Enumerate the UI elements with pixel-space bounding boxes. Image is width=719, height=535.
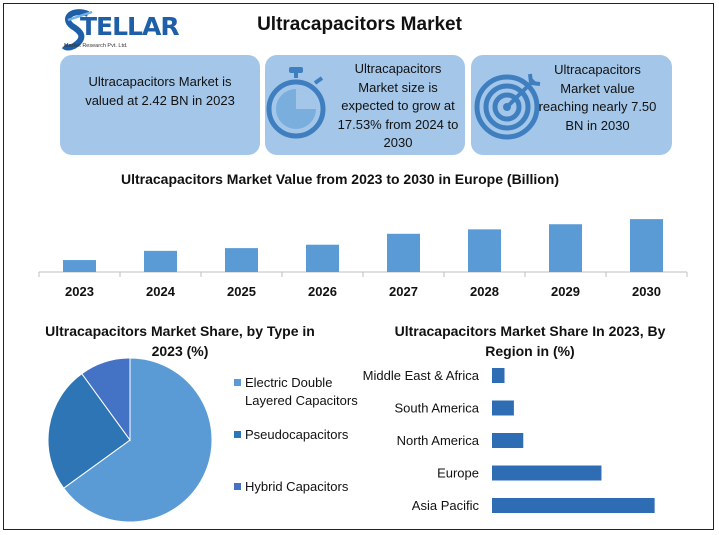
hbar-3	[492, 465, 602, 481]
bar-chart-title: Ultracapacitors Market Value from 2023 t…	[120, 171, 560, 187]
y-tick-label: Middle East & Africa	[363, 368, 480, 383]
bar-2024	[144, 250, 177, 272]
bar-2028	[468, 229, 501, 272]
hbar-1	[492, 400, 514, 416]
hbar-0	[492, 368, 505, 383]
x-tick-label: 2024	[146, 284, 176, 299]
hbar-2	[492, 433, 524, 448]
bar-2029	[549, 224, 582, 272]
region-chart-title: Ultracapacitors Market Share In 2023, By…	[394, 323, 666, 359]
pie-slice-1	[47, 372, 131, 489]
logo-subtext: Market Research Pvt. Ltd.	[64, 43, 128, 49]
legend-swatch	[234, 483, 241, 490]
legend-label: Pseudocapacitors	[245, 427, 349, 442]
y-tick-label: Asia Pacific	[412, 498, 480, 513]
x-tick-label: 2029	[551, 284, 580, 299]
legend-swatch	[234, 431, 241, 438]
stellar-logo: TELLAR Market Research Pvt. Ltd.	[61, 8, 180, 58]
stat-card-valuation: Ultracapacitors Market is valued at 2.42…	[60, 55, 260, 155]
hbar-4	[492, 498, 655, 513]
pie-slice-2	[81, 357, 131, 442]
logo-text: TELLAR	[80, 12, 180, 41]
type-pie-chart	[47, 357, 213, 523]
legend-item-pseudo: Pseudocapacitors	[234, 426, 364, 446]
x-tick-label: 2028	[470, 284, 499, 299]
bar-2023	[63, 260, 96, 272]
y-tick-label: South America	[394, 401, 479, 416]
stopwatch-icon	[266, 67, 326, 139]
stat-card-forecast-text: Ultracapacitors Market value reaching ne…	[538, 62, 657, 133]
legend-item-edlc: Electric Double Layered Capacitors	[234, 374, 364, 414]
x-tick-label: 2027	[389, 284, 418, 299]
x-tick-label: 2025	[227, 284, 256, 299]
stat-card-growth-text: Ultracapacitors Market size is expected …	[337, 61, 459, 150]
stat-card-forecast: Ultracapacitors Market value reaching ne…	[471, 55, 672, 155]
bar-2025	[225, 248, 258, 272]
x-tick-label: 2030	[632, 284, 661, 299]
bar-2026	[306, 244, 339, 272]
page-title: Ultracapacitors Market	[257, 14, 462, 35]
target-icon	[474, 73, 541, 140]
x-tick-label: 2026	[308, 284, 337, 299]
y-tick-label: Europe	[437, 466, 479, 481]
europe-bar-chart: 2023 2024 2025 2026 2027 2028 2029 2030	[38, 219, 688, 299]
pie-slice-0	[62, 357, 213, 523]
legend-swatch	[234, 379, 241, 386]
pie-chart-title: Ultracapacitors Market Share, by Type in…	[45, 323, 315, 359]
y-tick-label: North America	[397, 433, 480, 448]
bar-2030	[630, 219, 663, 272]
x-tick-label: 2023	[65, 284, 94, 299]
legend-label: Electric Double Layered Capacitors	[245, 375, 358, 408]
page-frame	[3, 3, 714, 530]
bar-2027	[387, 233, 420, 272]
logo-s-icon	[61, 9, 93, 51]
region-bar-chart: Middle East & Africa South America North A…	[363, 368, 655, 513]
stat-card-growth: Ultracapacitors Market size is expected …	[265, 55, 465, 155]
stat-card-valuation-text: Ultracapacitors Market is valued at 2.42…	[85, 74, 235, 108]
legend-label: Hybrid Capacitors	[245, 479, 349, 494]
legend-item-hybrid: Hybrid Capacitors	[234, 478, 364, 498]
